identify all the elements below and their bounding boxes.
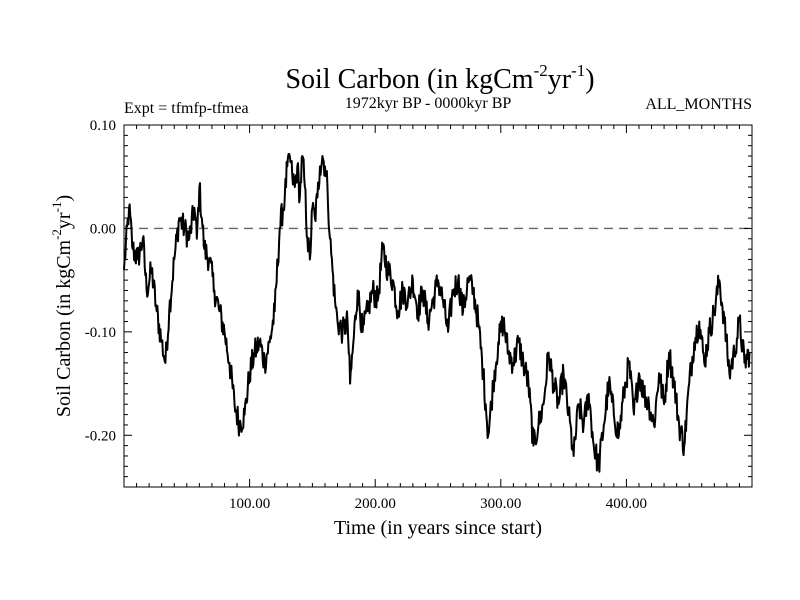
soil-carbon-series-line	[123, 152, 751, 473]
x-tick-label: 400.00	[606, 496, 647, 512]
subtitle-center: 1972kyr BP - 0000kyr BP	[345, 95, 512, 112]
x-axis-label: Time (in years since start)	[334, 517, 542, 539]
chart-title: Soil Carbon (in kgCm-2yr-1)	[285, 61, 594, 95]
axis-ticks	[124, 124, 752, 488]
y-tick-label: 0.10	[90, 118, 116, 134]
subtitle-left: Expt = tfmfp-tfmea	[124, 100, 249, 117]
x-tick-label: 100.00	[229, 496, 270, 512]
subtitle-right: ALL_MONTHS	[645, 96, 752, 113]
y-tick-labels: 0.10 0.00 -0.10 -0.20	[85, 118, 116, 444]
y-tick-label: -0.10	[85, 325, 116, 341]
y-tick-label: 0.00	[90, 221, 116, 237]
x-tick-label: 300.00	[480, 496, 521, 512]
y-axis-label: Soil Carbon (in kgCm-2yr-1)	[49, 195, 75, 417]
y-tick-label: -0.20	[85, 428, 116, 444]
x-tick-labels: 100.00 200.00 300.00 400.00	[229, 496, 647, 512]
x-tick-label: 200.00	[355, 496, 396, 512]
